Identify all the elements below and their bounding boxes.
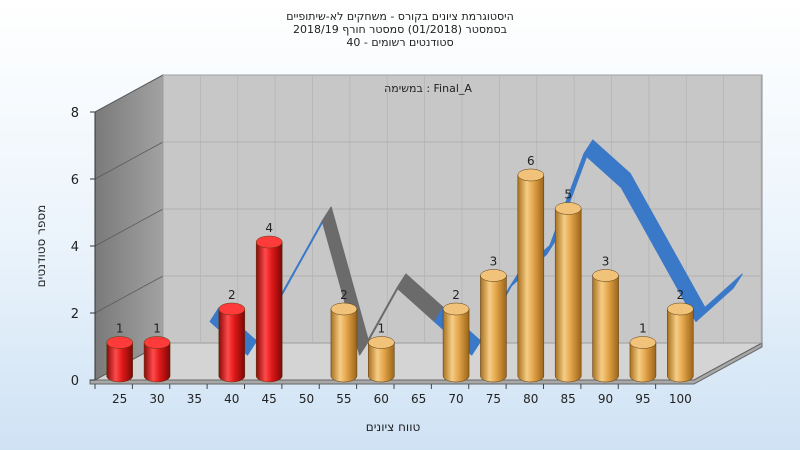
floor bbox=[94, 342, 763, 381]
x-tick-label: 30 bbox=[149, 392, 164, 406]
x-tick-label: 60 bbox=[374, 392, 389, 406]
x-tick-label: 45 bbox=[262, 392, 277, 406]
y-tick-label: 2 bbox=[71, 307, 79, 322]
x-tick-label: 90 bbox=[598, 392, 613, 406]
data-label: 3 bbox=[602, 255, 610, 269]
chart-title-line-1: היסטוגרמת ציונים בקורס - משחקים לא-שיתופ… bbox=[286, 10, 514, 23]
x-tick-label: 55 bbox=[336, 392, 351, 406]
bar bbox=[330, 308, 358, 383]
bar bbox=[480, 275, 507, 383]
bar bbox=[255, 241, 283, 383]
data-label: 6 bbox=[527, 154, 535, 168]
bar-top bbox=[554, 202, 582, 215]
y-tick-label: 4 bbox=[71, 240, 79, 255]
data-label: 2 bbox=[228, 288, 236, 302]
series-ribbon-segment bbox=[695, 273, 743, 322]
x-tick-label: 65 bbox=[411, 392, 426, 406]
chart-title-line-3: סטודנטים רשומים - 40 bbox=[346, 36, 454, 49]
x-tick-label: 70 bbox=[448, 392, 463, 406]
y-tick-label: 0 bbox=[71, 374, 79, 389]
x-axis-label: טווח ציונים bbox=[366, 420, 421, 434]
bar bbox=[667, 308, 694, 383]
bar-top bbox=[480, 269, 507, 282]
x-tick-label: 40 bbox=[224, 392, 239, 406]
bar bbox=[554, 208, 582, 383]
y-tick-label: 6 bbox=[71, 173, 79, 188]
x-tick-label: 25 bbox=[112, 392, 127, 406]
gridline-side bbox=[94, 275, 164, 314]
data-label: 2 bbox=[340, 288, 348, 302]
data-label: 1 bbox=[639, 322, 647, 336]
data-label: 3 bbox=[490, 255, 498, 269]
bar bbox=[368, 342, 395, 383]
x-tick-label: 85 bbox=[561, 392, 576, 406]
chart-title-line-2: בסמסטר (01/2018) סמסטר חורף 2018/19 bbox=[293, 23, 507, 36]
bar-top bbox=[442, 302, 470, 316]
x-tick-label: 100 bbox=[669, 392, 692, 406]
x-tick-label: 95 bbox=[635, 392, 650, 406]
data-label: 2 bbox=[452, 288, 460, 302]
bar-top bbox=[218, 302, 246, 316]
gridline-side bbox=[94, 74, 164, 113]
data-label: 1 bbox=[377, 322, 385, 336]
floor-edge bbox=[89, 342, 763, 385]
bar bbox=[106, 342, 133, 383]
data-label: 1 bbox=[153, 322, 161, 336]
bar-top bbox=[143, 336, 171, 349]
bar-top bbox=[667, 302, 694, 316]
y-tick-label: 8 bbox=[71, 106, 79, 121]
bar-top bbox=[368, 336, 395, 349]
data-label: 2 bbox=[676, 288, 684, 302]
bar bbox=[517, 174, 545, 383]
bar-top bbox=[330, 302, 358, 316]
x-tick-label: 50 bbox=[299, 392, 314, 406]
x-tick-label: 35 bbox=[187, 392, 202, 406]
gridline-side bbox=[94, 208, 164, 247]
data-label: 4 bbox=[265, 221, 273, 235]
x-tick-label: 75 bbox=[486, 392, 501, 406]
y-axis-label: מספר סטודנטים bbox=[34, 205, 48, 288]
bar-top bbox=[106, 336, 133, 349]
bar-top bbox=[255, 235, 283, 249]
data-label: 1 bbox=[116, 322, 124, 336]
bar bbox=[629, 342, 657, 383]
plot-title: Final_A : במשימה bbox=[384, 82, 472, 95]
x-tick-label: 80 bbox=[523, 392, 538, 406]
gridline-side bbox=[94, 141, 164, 180]
bar bbox=[143, 342, 171, 383]
bar bbox=[218, 308, 246, 383]
bar-top bbox=[592, 269, 619, 282]
data-label: 5 bbox=[564, 188, 572, 202]
bar-top bbox=[517, 168, 545, 182]
bar bbox=[442, 308, 470, 383]
bar-top bbox=[629, 336, 657, 349]
bar bbox=[592, 275, 619, 383]
